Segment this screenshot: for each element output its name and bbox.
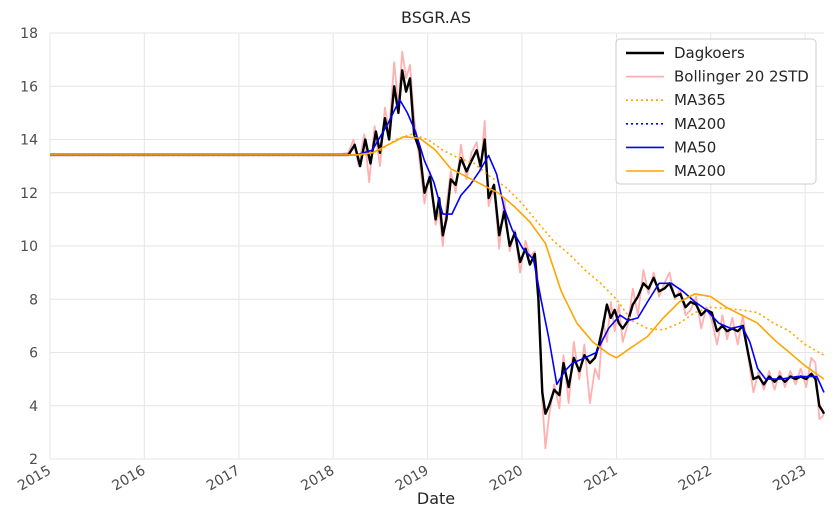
y-tick-label: 10 [20,239,38,255]
series-line-dagkoers [50,69,826,415]
chart-title: BSGR.AS [401,8,471,27]
y-tick-label: 16 [20,79,38,95]
legend: Dagkoers Bollinger 20 2STD MA365 MA200 MA50 M… [615,38,817,185]
x-tick-label: 2018 [298,463,337,495]
y-tick-label: 12 [20,186,38,202]
y-tick-label: 4 [29,399,38,415]
x-tick-label: 2017 [204,463,243,495]
x-tick-labels: 2015 2016 2017 2018 2019 2020 2021 2022 2023 [15,463,809,495]
x-axis-label: Date [417,489,455,508]
y-tick-labels: 2 4 6 8 10 12 14 16 18 [20,26,38,468]
x-tick-label: 2021 [582,463,621,495]
x-tick-label: 2023 [770,463,809,495]
legend-label: MA200 [674,115,726,133]
legend-box [615,38,817,185]
legend-label: MA200 [674,162,726,180]
series-group [50,50,826,450]
legend-label: MA50 [674,138,716,156]
series-line-ma365 [50,133,825,356]
x-tick-label: 2022 [676,463,715,495]
legend-label: MA365 [674,91,726,109]
x-tick-label: 2020 [487,463,526,495]
series-line-ma50 [50,98,825,393]
x-tick-label: 2016 [109,463,148,495]
y-tick-label: 6 [29,346,38,362]
y-tick-label: 14 [20,133,38,149]
y-tick-label: 18 [20,26,38,42]
series-line-ma200 [50,136,825,380]
y-tick-label: 2 [29,452,38,468]
series-line-bollinger-20-2std [50,50,825,450]
y-tick-label: 8 [29,292,38,308]
legend-label: Bollinger 20 2STD [674,68,809,86]
legend-label: Dagkoers [674,44,745,62]
